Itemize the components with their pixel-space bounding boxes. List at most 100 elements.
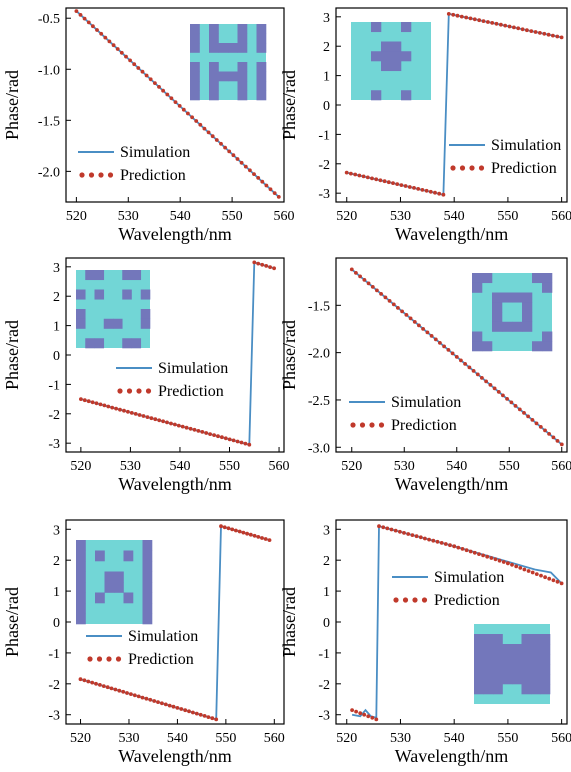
chart-panel-4: 520 530 540 550 560 -1.5 -2.0 -2.5 -3.0 Wavelengt…: [279, 257, 571, 494]
axes-frame: [335, 257, 568, 453]
inset-cell: [482, 341, 493, 352]
prediction-point: [503, 23, 508, 28]
inset-cell: [190, 71, 200, 82]
prediction-point: [140, 69, 145, 74]
prediction-point: [443, 542, 448, 546]
prediction-point: [448, 543, 452, 548]
inset-cell: [531, 634, 541, 645]
prediction-point: [94, 401, 99, 406]
prediction-point: [86, 20, 91, 25]
inset-cell: [381, 41, 392, 52]
prediction-point: [248, 168, 252, 173]
inset-cell: [190, 43, 200, 53]
prediction-point: [349, 171, 353, 176]
prediction-point: [379, 292, 383, 296]
inset-cell: [502, 664, 513, 675]
prediction-point: [551, 33, 555, 38]
prediction-point: [530, 418, 535, 422]
prediction-point: [534, 421, 539, 426]
inset-cell: [391, 51, 402, 62]
prediction-point: [509, 400, 514, 405]
inset-cell: [190, 62, 200, 72]
prediction-point: [512, 25, 516, 30]
prediction-point: [102, 403, 107, 408]
prediction-point: [245, 531, 250, 536]
inset-cell: [131, 270, 142, 281]
unit-cell-inset: [474, 624, 551, 704]
prediction-point: [365, 175, 370, 180]
legend-simulation-label: Simulation: [491, 137, 561, 154]
inset-cell: [482, 273, 493, 284]
prediction-point: [427, 537, 431, 542]
prediction-point: [219, 524, 223, 529]
prediction-point: [276, 195, 281, 199]
inset-cell: [522, 292, 533, 303]
inset-cell: [483, 634, 494, 645]
legend: Simulation Prediction: [349, 394, 461, 434]
x-tick-label: 540: [167, 731, 188, 746]
inset-cell: [209, 62, 219, 72]
x-tick-label: 560: [274, 209, 295, 224]
prediction-point: [202, 714, 207, 718]
inset-cell: [371, 51, 382, 62]
inset-cell: [123, 550, 134, 562]
prediction-point: [387, 299, 392, 303]
prediction-point: [358, 711, 363, 716]
legend-prediction-label: Prediction: [491, 160, 557, 177]
inset-cell: [142, 613, 153, 625]
prediction-point: [497, 558, 502, 563]
prediction-point: [184, 425, 189, 430]
prediction-point: [467, 365, 472, 370]
prediction-point: [514, 564, 519, 569]
legend-prediction-swatch: [359, 422, 366, 428]
inset-cell: [472, 273, 483, 284]
prediction-point: [223, 145, 228, 150]
x-tick-label: 530: [120, 459, 141, 474]
prediction-series: [349, 267, 564, 447]
prediction-point: [547, 576, 552, 581]
prediction-point: [136, 694, 141, 699]
inset-cell: [256, 81, 267, 91]
prediction-point: [421, 327, 425, 331]
x-axis-title: Wavelength/nm: [118, 224, 232, 244]
inset-cell: [492, 292, 503, 303]
prediction-point: [499, 22, 503, 27]
prediction-point: [357, 173, 362, 178]
inset-cell: [190, 24, 200, 34]
inset-cell: [142, 582, 153, 593]
x-tick-label: 550: [222, 209, 243, 224]
prediction-point: [454, 355, 459, 359]
x-tick-label: 560: [551, 731, 571, 746]
inset-cell: [502, 654, 513, 665]
prediction-point: [235, 439, 240, 444]
prediction-point: [219, 141, 223, 146]
prediction-point: [136, 66, 141, 70]
x-tick-label: 540: [170, 209, 191, 224]
prediction-point: [243, 164, 248, 169]
inset-cell: [542, 282, 553, 293]
legend-prediction-swatch: [126, 388, 133, 394]
prediction-point: [214, 717, 219, 722]
unit-cell-inset: [76, 270, 151, 349]
legend-prediction-label: Prediction: [120, 167, 186, 184]
inset-cell: [142, 550, 153, 562]
inset-cell: [237, 24, 248, 34]
prediction-point: [107, 39, 112, 44]
prediction-point: [551, 435, 556, 440]
prediction-point: [450, 351, 455, 356]
prediction-point: [180, 424, 185, 429]
x-tick-label: 560: [264, 731, 285, 746]
prediction-point: [204, 431, 209, 435]
prediction-point: [167, 703, 172, 708]
y-tick-label: -0.5: [38, 12, 60, 27]
prediction-point: [157, 418, 162, 423]
prediction-point: [366, 714, 371, 719]
y-tick-label: 1: [53, 320, 60, 335]
y-axis-title: Phase/rad: [279, 587, 299, 657]
y-tick-label: -1: [318, 647, 330, 662]
y-tick-label: -2: [48, 408, 60, 423]
inset-cell: [474, 644, 484, 655]
prediction-point: [179, 707, 184, 711]
prediction-point: [192, 427, 197, 432]
prediction-point: [101, 684, 106, 688]
